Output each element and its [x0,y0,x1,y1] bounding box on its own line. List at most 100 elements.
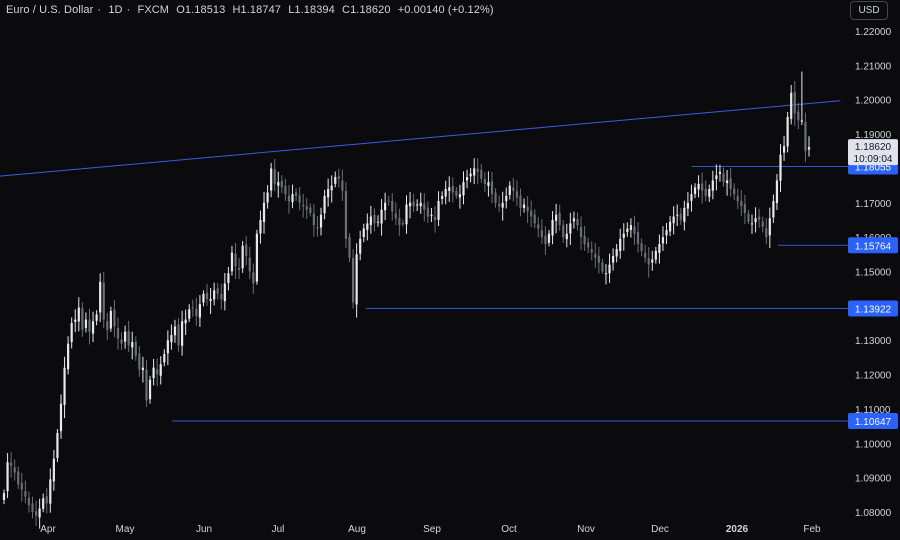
candle-body [708,189,711,197]
candle-body [594,253,597,258]
candle [305,197,308,220]
candle [658,234,661,264]
candle-body [672,216,675,224]
x-tick-label: 2026 [726,524,749,535]
candle [601,258,604,274]
candle-body [533,214,536,224]
candle-body [159,364,162,376]
candle-body [63,367,66,405]
candle-body [131,341,134,348]
candle [522,198,526,213]
candle-body [234,253,237,267]
candle [782,136,786,161]
candle-body [209,298,212,301]
candle [309,203,312,217]
candle [708,184,711,203]
candle [56,429,59,463]
candle [579,216,583,250]
x-tick-label: Sep [423,524,441,535]
candle [790,84,793,125]
candle-body [572,218,576,222]
candle [323,189,326,220]
candle [533,209,536,229]
candle-body [419,202,422,207]
candle-body [255,233,259,282]
resistance-trendline[interactable] [0,100,841,177]
candle [761,216,764,233]
candle-body [462,182,465,196]
candle [124,325,127,349]
candle-body [476,168,479,172]
candle-body [579,226,583,238]
candle [733,183,736,201]
candle-body [772,201,775,218]
candle [234,242,237,279]
candle-body [180,321,184,346]
candle-body [59,403,63,432]
currency-button[interactable]: USD [850,1,888,20]
candle [102,271,105,328]
candle [188,304,191,322]
candle-body [398,217,401,226]
candle [17,466,20,490]
candle-body [629,225,633,230]
candle [416,199,419,212]
candle-body [106,321,109,330]
candle [676,204,679,227]
interval[interactable]: 1D [108,4,123,16]
close-value: C1.18620 [342,4,391,16]
candle [319,207,323,236]
candle [750,214,754,234]
candle [629,218,633,238]
candle-body [145,369,148,401]
candle-body [665,230,668,236]
candle-body [576,219,579,226]
candle [594,242,597,269]
candle-body [109,311,112,329]
candle-body [590,249,593,253]
candle [202,290,205,307]
candle-body [465,177,469,181]
candle-body [95,314,98,321]
candle-body [248,257,251,272]
candle [259,210,262,244]
candle [359,230,362,261]
candle-body [2,493,6,500]
candle-body [351,257,355,303]
candle-body [273,169,276,184]
candle-body [640,243,643,251]
candle-body [287,195,291,202]
candle [768,207,771,249]
candle [31,496,34,519]
y-tick-label: 1.09000 [855,474,892,485]
y-tick-label: 1.22000 [855,27,892,38]
x-tick-label: Dec [651,524,669,535]
candle [704,180,707,202]
candle [501,191,504,221]
candle-body [512,187,515,191]
candle [74,309,77,333]
candle [52,449,55,491]
candle [722,167,725,187]
candle [615,243,618,263]
candle [562,220,565,243]
candle-body [13,467,16,473]
candle-body [433,216,437,220]
candle-body [651,259,654,263]
candle-body [188,309,191,319]
candle [668,216,672,237]
symbol-name[interactable]: Euro / U.S. Dollar [6,4,94,16]
candle [640,238,643,257]
candle [636,222,640,253]
candle [284,178,287,201]
candle-body [626,228,629,233]
candle-body [337,176,340,179]
candle-body [750,223,754,225]
candle [27,491,31,513]
candle-body [359,238,362,254]
candle-body [611,256,615,263]
candle-body [412,201,415,207]
candle [91,311,95,343]
candle [10,451,13,478]
